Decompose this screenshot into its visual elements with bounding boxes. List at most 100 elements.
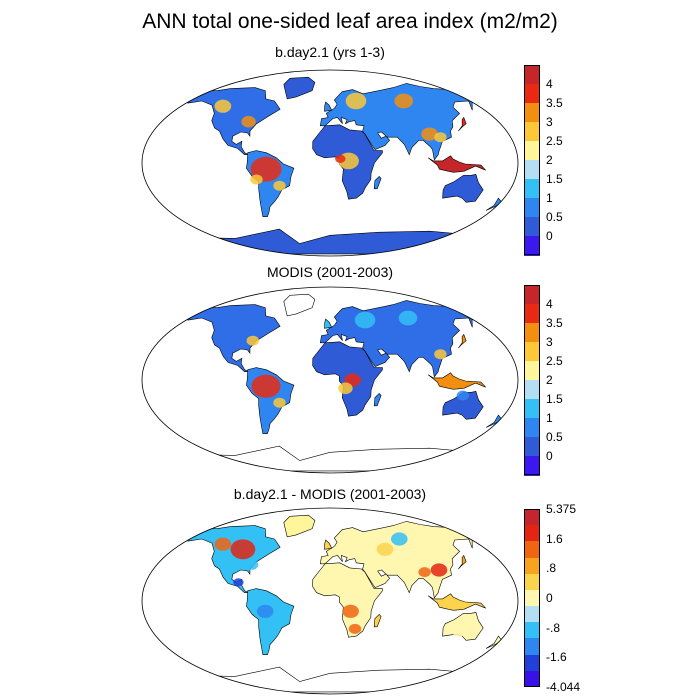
colorbar-label: 3.5 [546, 96, 563, 110]
value-patch [434, 132, 447, 143]
landmass-indonesia [427, 593, 486, 611]
colorbar-cell [524, 525, 540, 542]
colorbar-model: 0 0.5 1 1.5 2 2.5 3 3.5 4 [524, 65, 563, 256]
landmass-africa [312, 562, 383, 638]
landmass-greenland [283, 76, 316, 100]
value-patch [214, 99, 232, 113]
panel-title-model: b.day2.1 (yrs 1-3) [275, 44, 385, 60]
colorbar-cell [524, 65, 540, 85]
colorbar-label: 4 [546, 77, 553, 91]
value-patch [456, 390, 470, 401]
colorbar-label: -4.044 [546, 680, 581, 694]
value-patch [335, 154, 346, 163]
colorbar-label: 3 [546, 115, 553, 129]
landmass-japan [458, 116, 467, 132]
landmass-south-america [246, 588, 295, 655]
value-patch [273, 180, 286, 191]
value-patch [342, 604, 359, 618]
colorbar-label: .8 [546, 561, 557, 576]
colorbar-label: 0 [546, 229, 553, 243]
colorbar-cell [524, 606, 540, 623]
value-patch [251, 374, 281, 398]
value-patch [391, 532, 408, 546]
value-patch [348, 623, 362, 634]
colorbar-label: 1 [546, 191, 553, 205]
colorbar-label: 1 [546, 411, 553, 425]
figure-title: ANN total one-sided leaf area index (m2/… [142, 10, 558, 33]
colorbar-label: 0.5 [546, 430, 563, 444]
landmass-japan [458, 554, 467, 570]
colorbar-cell [524, 654, 540, 672]
value-patch [398, 310, 418, 326]
colorbar-label: 2 [546, 373, 553, 387]
colorbar-label: 3 [546, 335, 553, 349]
colorbar-frame [524, 65, 540, 255]
colorbar-cell [524, 217, 540, 237]
colorbar-label: 0.5 [546, 210, 563, 224]
colorbar-cell [524, 141, 540, 161]
landmass-uk [324, 539, 333, 550]
colorbar-cell [524, 399, 540, 419]
colorbar-label: 2 [546, 153, 553, 167]
colorbar-cell [524, 589, 540, 607]
colorbar-label: 0 [546, 591, 553, 605]
value-patch [250, 174, 263, 185]
landmass-madagascar [373, 175, 382, 190]
landmass-australia [442, 612, 484, 641]
landmass-greenland [283, 514, 316, 538]
value-patch [421, 127, 438, 141]
colorbar-cell [524, 285, 540, 305]
colorbar-cell [524, 380, 540, 400]
landmass-australia [442, 174, 484, 203]
colorbar-cell [524, 179, 540, 199]
value-patch [338, 382, 353, 395]
colorbar-cell [524, 622, 540, 639]
colorbar-cell [524, 361, 540, 381]
value-patch [273, 397, 286, 408]
landmass-uk [324, 318, 333, 329]
landmass-north-america [187, 87, 281, 155]
value-patch [434, 349, 447, 360]
value-patch [430, 563, 448, 577]
value-patch [345, 92, 367, 110]
colorbar-label: 1.6 [546, 531, 563, 546]
colorbar-cell [524, 557, 540, 575]
colorbar-difference: -4.044 -1.6 -.8 0 .8 1.6 5.375 [524, 503, 580, 693]
value-patch [354, 311, 376, 329]
colorbar-cell [524, 638, 540, 656]
colorbar-cell [524, 509, 540, 526]
colorbar-label: 2.5 [546, 134, 563, 148]
panel-title-difference: b.day2.1 - MODIS (2001-2003) [233, 486, 427, 502]
colorbar-label: -.8 [546, 620, 561, 635]
colorbar-label: 2.5 [546, 354, 563, 368]
colorbar-cell [524, 342, 540, 362]
colorbar-cell [524, 437, 540, 457]
value-patch [241, 115, 256, 128]
map-difference [141, 507, 519, 695]
landmass-europe-asia [319, 521, 483, 599]
map-modis [141, 286, 519, 474]
colorbar-modis: 0 0.5 1 1.5 2 2.5 3 3.5 4 [524, 285, 563, 476]
value-patch [214, 537, 232, 551]
value-patch [452, 627, 465, 637]
value-patch [230, 539, 256, 560]
landmass-indonesia [427, 155, 486, 173]
map-model [141, 69, 519, 257]
landmass-indonesia [427, 372, 486, 390]
colorbar-cell [524, 122, 540, 142]
colorbar-cell [524, 418, 540, 438]
colorbar-label: 4 [546, 297, 553, 311]
colorbar-frame [524, 509, 540, 687]
colorbar-label: 3.5 [546, 316, 563, 330]
colorbar-cell [524, 456, 540, 476]
landmass-north-america [187, 304, 281, 372]
colorbar-label: 0 [546, 449, 553, 463]
value-patch [233, 578, 244, 587]
colorbar-label: 1.5 [546, 392, 563, 406]
map-frame [141, 507, 519, 695]
value-patch [245, 559, 259, 570]
value-patch [418, 567, 431, 578]
colorbar-label: 5.375 [546, 502, 577, 516]
colorbar-label: 1.5 [546, 172, 563, 186]
colorbar-cell [524, 236, 540, 256]
